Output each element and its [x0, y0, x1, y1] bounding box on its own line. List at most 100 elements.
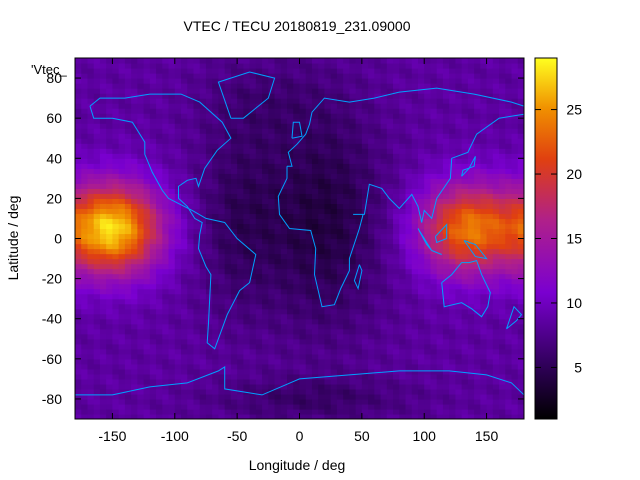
heatmap-cell	[505, 278, 513, 285]
heatmap-cell	[455, 413, 463, 419]
heatmap-cell	[461, 178, 469, 184]
heatmap-cell	[349, 258, 357, 265]
heatmap-cell	[205, 368, 213, 375]
heatmap-cell	[374, 388, 382, 395]
heatmap-cell	[99, 168, 107, 174]
heatmap-cell	[199, 363, 207, 370]
heatmap-cell	[449, 218, 457, 225]
heatmap-cell	[442, 403, 450, 410]
heatmap-cell	[467, 338, 475, 345]
heatmap-cell	[262, 358, 269, 365]
heatmap-cell	[93, 223, 101, 230]
heatmap-cell	[280, 293, 288, 300]
heatmap-cell	[417, 68, 425, 74]
heatmap-cell	[430, 398, 438, 405]
heatmap-cell	[349, 408, 357, 415]
heatmap-cell	[399, 188, 407, 194]
heatmap-cell	[411, 148, 419, 154]
heatmap-cell	[75, 203, 82, 210]
heatmap-cell	[162, 218, 170, 225]
heatmap-cell	[112, 353, 120, 360]
heatmap-cell	[305, 293, 313, 300]
heatmap-cell	[467, 148, 475, 154]
heatmap-cell	[224, 308, 232, 315]
heatmap-cell	[380, 208, 388, 215]
heatmap-cell	[224, 238, 232, 245]
heatmap-cell	[280, 58, 288, 64]
heatmap-cell	[449, 283, 457, 290]
heatmap-cell	[411, 313, 419, 320]
heatmap-cell	[218, 408, 226, 415]
heatmap-cell	[305, 183, 313, 189]
heatmap-cell	[218, 128, 226, 134]
heatmap-cell	[405, 163, 413, 169]
heatmap-cell	[417, 348, 425, 355]
heatmap-cell	[355, 348, 363, 355]
heatmap-cell	[249, 353, 257, 360]
heatmap-cell	[349, 363, 357, 370]
heatmap-cell	[81, 83, 89, 89]
heatmap-cell	[224, 403, 232, 410]
heatmap-cell	[436, 63, 444, 69]
heatmap-cell	[442, 278, 450, 285]
heatmap-cell	[386, 273, 394, 280]
heatmap-cell	[405, 333, 413, 340]
heatmap-cell	[137, 163, 145, 169]
heatmap-cell	[230, 218, 238, 225]
heatmap-cell	[449, 403, 457, 410]
heatmap-cell	[430, 123, 438, 129]
heatmap-cell	[449, 253, 457, 260]
heatmap-cell	[399, 338, 407, 345]
heatmap-cell	[112, 268, 120, 275]
heatmap-cell	[480, 68, 488, 74]
heatmap-cell	[449, 213, 457, 220]
heatmap-cell	[262, 313, 269, 320]
heatmap-cell	[230, 113, 238, 119]
heatmap-cell	[411, 298, 419, 305]
heatmap-cell	[480, 318, 488, 325]
heatmap-cell	[499, 168, 506, 174]
heatmap-cell	[336, 78, 344, 84]
heatmap-cell	[355, 118, 363, 124]
heatmap-cell	[168, 93, 176, 99]
heatmap-cell	[106, 128, 114, 134]
heatmap-cell	[405, 203, 413, 210]
heatmap-cell	[212, 253, 220, 260]
heatmap-cell	[99, 258, 107, 265]
heatmap-cell	[374, 318, 382, 325]
heatmap-cell	[305, 73, 313, 79]
heatmap-cell	[187, 73, 195, 79]
heatmap-cell	[156, 108, 163, 114]
heatmap-cell	[168, 68, 176, 74]
heatmap-cell	[386, 263, 394, 270]
heatmap-cell	[318, 158, 326, 164]
heatmap-cell	[343, 323, 350, 330]
heatmap-cell	[280, 118, 288, 124]
heatmap-cell	[75, 403, 82, 410]
heatmap-cell	[237, 138, 244, 144]
heatmap-cell	[305, 273, 313, 280]
heatmap-cell	[99, 188, 107, 194]
heatmap-cell	[430, 133, 438, 139]
heatmap-cell	[230, 108, 238, 114]
heatmap-cell	[199, 78, 207, 84]
heatmap-cell	[293, 233, 301, 240]
heatmap-cell	[268, 103, 276, 109]
heatmap-cell	[405, 233, 413, 240]
heatmap-cell	[411, 403, 419, 410]
heatmap-cell	[124, 148, 132, 154]
heatmap-cell	[311, 153, 319, 159]
heatmap-cell	[455, 143, 463, 149]
heatmap-cell	[330, 303, 338, 310]
heatmap-cell	[324, 318, 332, 325]
heatmap-cell	[467, 113, 475, 119]
heatmap-cell	[417, 268, 425, 275]
heatmap-cell	[230, 338, 238, 345]
heatmap-cell	[181, 278, 188, 285]
heatmap-cell	[449, 343, 457, 350]
heatmap-cell	[174, 143, 182, 149]
heatmap-cell	[168, 188, 176, 194]
heatmap-cell	[212, 73, 220, 79]
heatmap-cell	[199, 303, 207, 310]
heatmap-cell	[361, 123, 369, 129]
